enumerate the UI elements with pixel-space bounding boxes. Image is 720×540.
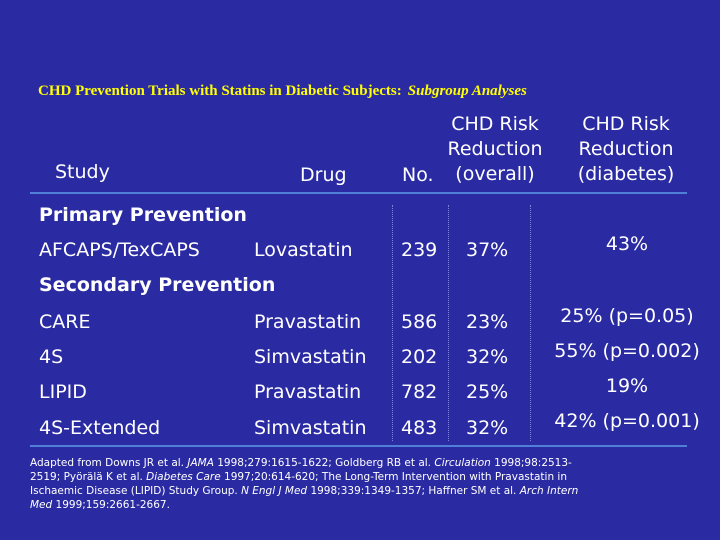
journal-name: Arch Intern Med — [30, 485, 579, 511]
header-diabetes-line1: CHD Risk — [582, 113, 670, 135]
column-separator-diabetes — [530, 205, 532, 441]
journal-name: JAMA — [187, 457, 214, 469]
footnote-text: Adapted from Downs JR et al. — [30, 457, 188, 469]
overall-cell: 25% — [466, 381, 509, 403]
header-rule — [30, 192, 687, 194]
footnote-text: 1998;98:2513-2519; Pyörälä K et al. — [30, 457, 572, 483]
study-cell: CARE — [39, 311, 91, 333]
slide-title-sub: Subgroup Analyses — [407, 83, 527, 99]
footer-rule — [30, 445, 687, 447]
diabetes-cell: 19% — [605, 375, 649, 397]
no-cell: 782 — [401, 381, 438, 403]
no-cell: 202 — [401, 346, 438, 368]
header-drug: Drug — [300, 164, 347, 186]
footnote-text: 1999;159:2661-2667. — [52, 499, 170, 511]
diabetes-cell: 42% (p=0.001) — [554, 410, 700, 432]
overall-cell: 37% — [466, 239, 509, 261]
section-primary-prevention: Primary Prevention — [39, 204, 247, 226]
diabetes-cell: 43% — [605, 233, 649, 255]
section-secondary-prevention: Secondary Prevention — [39, 274, 276, 296]
header-overall-line3: (overall) — [455, 163, 535, 185]
drug-cell: Simvastatin — [254, 417, 367, 439]
overall-cell: 32% — [466, 417, 509, 439]
column-separator-no — [392, 205, 394, 441]
study-cell: LIPID — [39, 381, 87, 403]
no-cell: 239 — [401, 239, 438, 261]
no-cell: 586 — [401, 311, 438, 333]
diabetes-cell: 55% (p=0.002) — [554, 340, 700, 362]
overall-cell: 23% — [466, 311, 509, 333]
header-study: Study — [55, 161, 110, 183]
reference-footnote: Adapted from Downs JR et al. JAMA 1998;2… — [30, 456, 590, 512]
slide-title: CHD Prevention Trials with Statins in Di… — [38, 83, 527, 100]
drug-cell: Lovastatin — [254, 239, 353, 261]
footnote-text: 1998;339:1349-1357; Haffner SM et al. — [307, 485, 520, 497]
header-diabetes: CHD Risk Reduction (diabetes) — [565, 112, 687, 187]
slide-title-main: CHD Prevention Trials with Statins in Di… — [38, 83, 402, 99]
drug-cell: Pravastatin — [254, 381, 362, 403]
header-overall-line1: CHD Risk — [451, 113, 539, 135]
journal-name: Diabetes Care — [146, 471, 221, 483]
study-cell: AFCAPS/TexCAPS — [39, 239, 200, 261]
footnote-text: 1997;20:614-620; The Long-Term Intervent… — [30, 471, 568, 497]
diabetes-cell: 25% (p=0.05) — [560, 305, 694, 327]
overall-cell: 32% — [466, 346, 509, 368]
header-overall-line2: Reduction — [447, 138, 543, 160]
drug-cell: Simvastatin — [254, 346, 367, 368]
column-separator-overall — [448, 205, 450, 441]
journal-name: N Engl J Med — [241, 485, 308, 497]
header-overall: CHD Risk Reduction (overall) — [440, 112, 550, 187]
study-cell: 4S — [39, 346, 64, 368]
drug-cell: Pravastatin — [254, 311, 362, 333]
no-cell: 483 — [401, 417, 438, 439]
header-diabetes-line3: (diabetes) — [577, 163, 675, 185]
header-no: No. — [402, 164, 434, 186]
footnote-text: 1998;279:1615-1622; Goldberg RB et al. — [213, 457, 435, 469]
journal-name: Circulation — [434, 457, 491, 469]
study-cell: 4S-Extended — [39, 417, 161, 439]
header-diabetes-line2: Reduction — [578, 138, 674, 160]
